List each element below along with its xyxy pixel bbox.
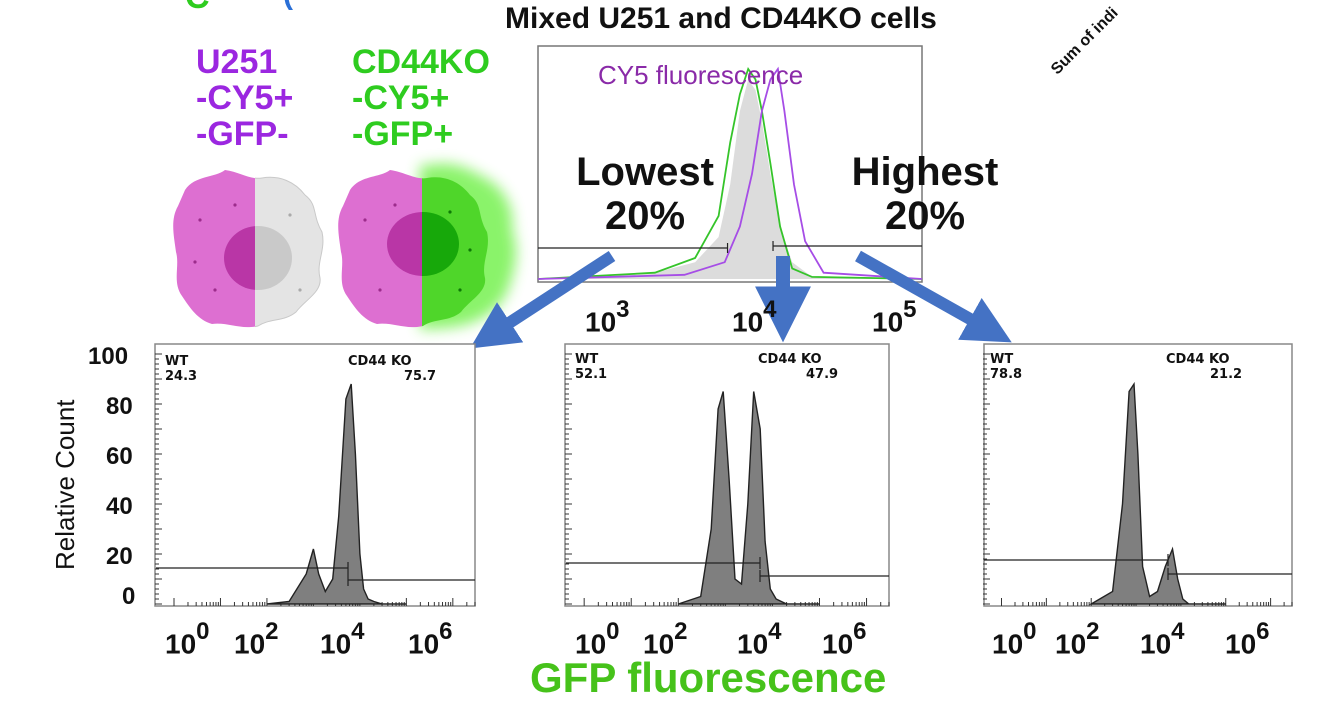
p3-x-tick-1e2: 102 <box>1055 618 1100 660</box>
y-tick-60: 60 <box>106 443 133 470</box>
p3-ko-label: CD44 KO <box>1166 352 1230 367</box>
cy5-series-cd44ko <box>537 67 923 280</box>
u251-cell-icon <box>173 170 324 328</box>
p2-ko-value: 47.9 <box>806 367 839 382</box>
p1-wt-label: WT <box>165 354 189 369</box>
histogram-area-2 <box>678 391 820 605</box>
y-tick-20: 20 <box>106 543 133 570</box>
p2-wt-value: 52.1 <box>575 367 608 382</box>
cy5-series-mixed <box>538 79 922 279</box>
cy5-label: CY5 fluorescence <box>598 60 804 90</box>
cd44ko-label: CD44KO -CY5+ -GFP+ <box>352 43 490 153</box>
cd44ko-cell-icon <box>338 163 517 330</box>
p2-ko-label: CD44 KO <box>758 352 822 367</box>
histogram-panel-lowest <box>154 343 476 607</box>
arrow-lowest <box>469 250 616 349</box>
histogram-panel-highest <box>983 343 1293 607</box>
histogram-panel-middle <box>564 343 890 607</box>
p3-x-tick-1e0: 100 <box>992 618 1037 660</box>
p1-x-tick-1e2: 102 <box>234 618 279 660</box>
u251-label: U251 -CY5+ -GFP- <box>196 43 294 153</box>
gate-lines-2 <box>566 557 889 582</box>
p1-ko-value: 75.7 <box>404 369 437 384</box>
gate-lines-1 <box>156 562 475 586</box>
x-axis-label: GFP fluorescence <box>530 654 887 701</box>
p3-ko-value: 21.2 <box>1210 367 1243 382</box>
cy5-x-tick-1e4: 104 <box>732 296 777 338</box>
p2-x-tick-1e6: 106 <box>822 618 867 660</box>
y-tick-80: 80 <box>106 393 133 420</box>
p3-wt-value: 78.8 <box>990 367 1023 382</box>
cy5-x-tick-1e5: 105 <box>872 296 917 338</box>
y-tick-40: 40 <box>106 493 133 520</box>
cy5-histogram-panel <box>537 45 923 283</box>
highest-gate-label: Highest 20% <box>851 150 999 238</box>
figure-title: Mixed U251 and CD44KO cells <box>505 2 937 35</box>
p1-x-tick-1e0: 100 <box>165 618 210 660</box>
p2-x-tick-1e0: 100 <box>575 618 620 660</box>
y-tick-0: 0 <box>122 583 136 610</box>
p2-x-tick-1e2: 102 <box>643 618 688 660</box>
partial-letter-c: C <box>185 0 210 17</box>
arrow-highest <box>855 250 1012 343</box>
cy5-x-tick-1e3: 103 <box>585 296 630 338</box>
y-axis-label: Relative Count <box>50 399 80 570</box>
cy5-gate-highest <box>772 241 922 251</box>
arrows <box>469 250 1012 349</box>
p2-wt-label: WT <box>575 352 599 367</box>
p3-wt-label: WT <box>990 352 1014 367</box>
lowest-gate-label: Lowest 20% <box>576 150 714 238</box>
gate-lines-3 <box>984 554 1292 580</box>
partial-letter-paren: ( <box>283 0 293 12</box>
p3-x-tick-1e6: 106 <box>1225 618 1270 660</box>
p1-ko-label: CD44 KO <box>348 354 412 369</box>
cy5-series-u251 <box>537 66 923 280</box>
p3-x-tick-1e4: 104 <box>1140 618 1185 660</box>
histogram-area-1 <box>266 383 407 605</box>
p1-wt-value: 24.3 <box>165 369 198 384</box>
p1-x-tick-1e4: 104 <box>320 618 365 660</box>
cy5-gate-lowest <box>538 243 729 253</box>
y-tick-100: 100 <box>88 343 129 370</box>
p1-x-tick-1e6: 106 <box>408 618 453 660</box>
histogram-area-3 <box>1088 381 1226 605</box>
p2-x-tick-1e4: 104 <box>737 618 782 660</box>
